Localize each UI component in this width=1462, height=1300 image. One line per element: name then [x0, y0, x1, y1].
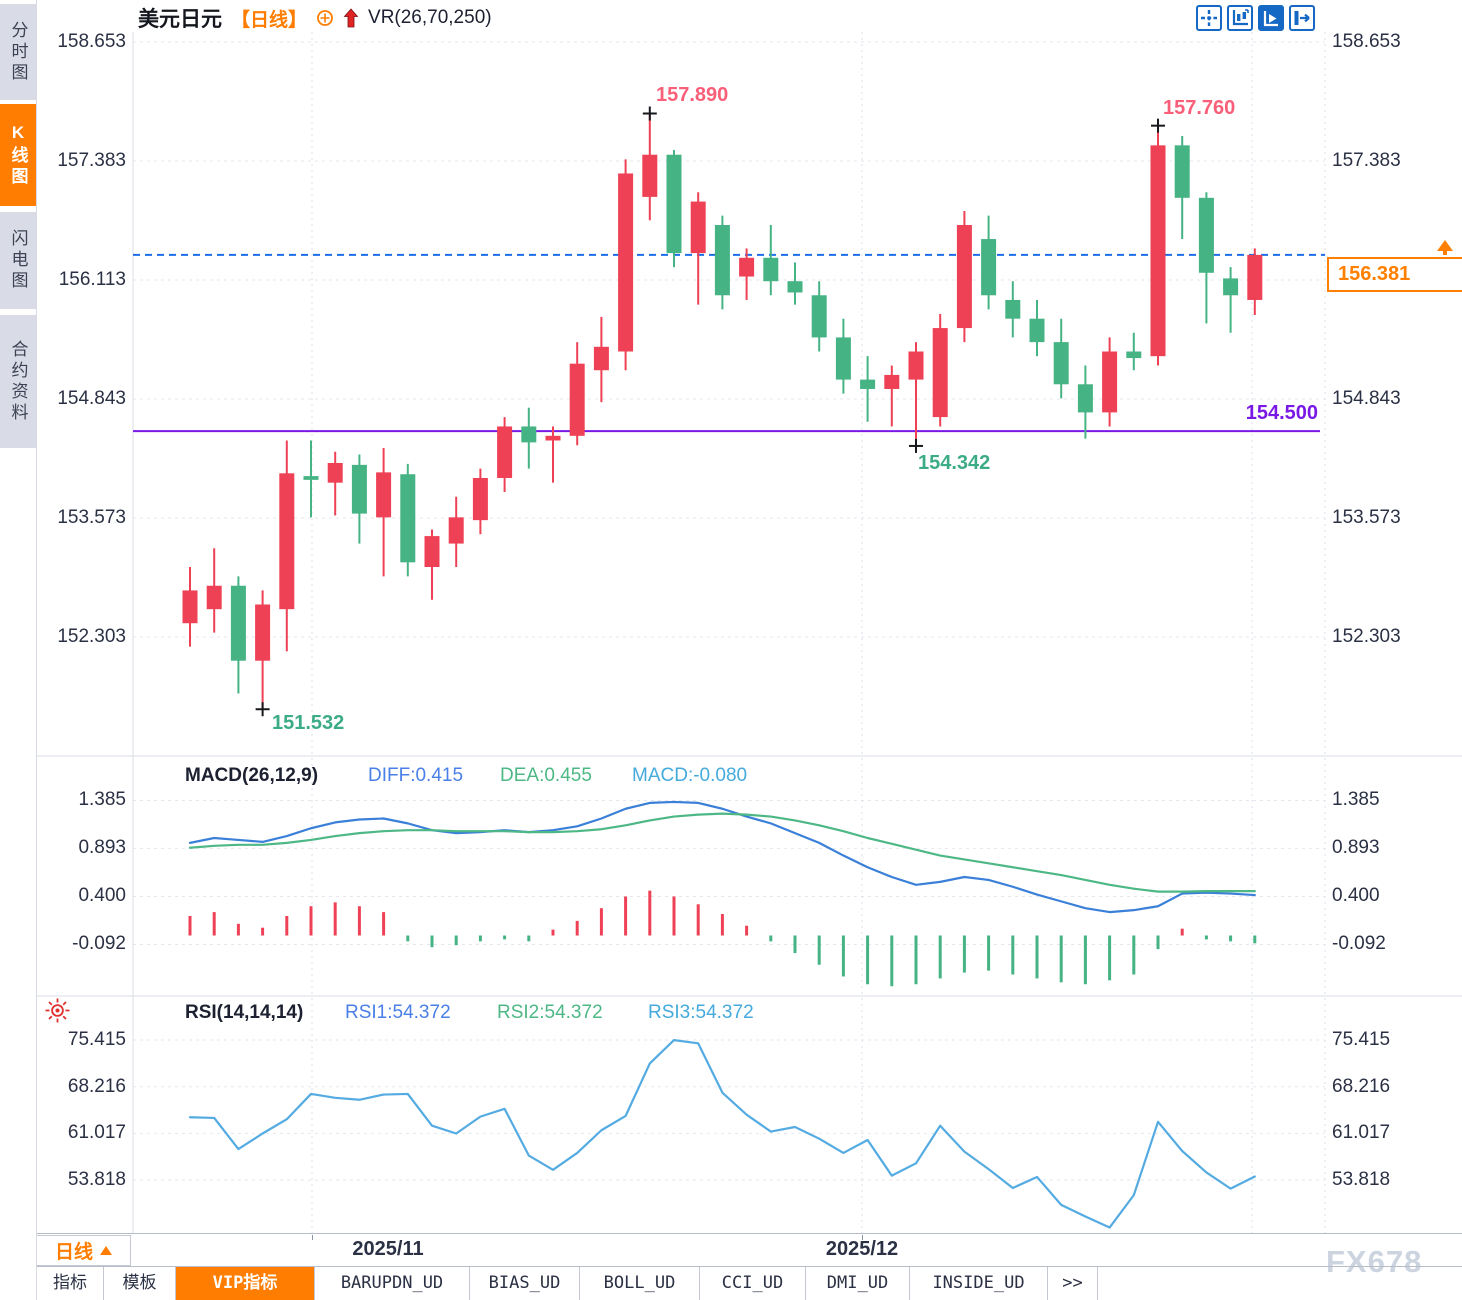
tab-more[interactable]: >>	[1048, 1267, 1098, 1300]
rsi-tick-right: 68.216	[1332, 1076, 1391, 1097]
price-tick-left: 152.303	[57, 626, 126, 647]
symbol-title: 美元日元	[138, 8, 222, 31]
caret-up-icon	[100, 1246, 112, 1255]
sidebar-item-lightning[interactable]: 闪电图	[0, 212, 36, 309]
rsi-tick-right: 75.415	[1332, 1029, 1391, 1050]
price-tick-left: 156.113	[58, 269, 126, 290]
high-price-label: 157.890	[656, 84, 729, 106]
watermark: FX678	[1326, 1244, 1423, 1279]
rsi-tick-left: 53.818	[67, 1169, 126, 1190]
rsi1-value: RSI1:54.372	[345, 1002, 451, 1023]
price-tick-left: 157.383	[57, 150, 126, 171]
price-tick-right: 153.573	[1332, 507, 1401, 528]
support-line-label: 154.500	[1245, 402, 1318, 424]
price-tick-left: 158.653	[57, 31, 126, 52]
price-tick-left: 153.573	[57, 507, 126, 528]
current-price-badge: 156.381	[1327, 257, 1462, 292]
tab-barupdn-ud[interactable]: BARUPDN_UD	[315, 1267, 470, 1300]
price-tick-right: 152.303	[1332, 626, 1401, 647]
rsi-tick-left: 68.216	[67, 1076, 126, 1097]
chart-header: 美元日元 【日线】 VR(26,70,250)	[138, 4, 492, 32]
sidebar-item-kline[interactable]: K线图	[0, 104, 36, 206]
jump-to-latest-icon[interactable]	[1289, 5, 1315, 31]
tab-cci-ud[interactable]: CCI_UD	[700, 1267, 806, 1300]
auto-scale-play-icon[interactable]	[1258, 5, 1284, 31]
macd-tick-left: 1.385	[78, 789, 126, 810]
low-price-label: 151.532	[272, 712, 345, 734]
macd-tick-right: 0.893	[1332, 837, 1380, 858]
left-sidebar: 分时图 K线图 闪电图 合约资料	[0, 0, 37, 1300]
tab-vip-indicators[interactable]: VIP指标	[176, 1267, 315, 1300]
macd-diff-value: DIFF:0.415	[368, 765, 464, 786]
indicator-tab-bar: 指标 模板 VIP指标 BARUPDN_UD BIAS_UD BOLL_UD C…	[36, 1266, 1462, 1300]
tab-bias-ud[interactable]: BIAS_UD	[470, 1267, 580, 1300]
price-pin-icon	[1437, 240, 1453, 255]
indicator-settings-sun-icon[interactable]	[44, 997, 71, 1029]
period-selector-label: 日线	[54, 1242, 93, 1263]
sidebar-item-timeshare[interactable]: 分时图	[0, 4, 36, 100]
price-tick-right: 154.843	[1332, 388, 1401, 409]
tab-boll-ud[interactable]: BOLL_UD	[580, 1267, 700, 1300]
period-tag: 【日线】	[231, 9, 308, 31]
macd-tick-right: 1.385	[1332, 789, 1380, 810]
date-label: 2025/12	[825, 1238, 899, 1260]
tab-templates[interactable]: 模板	[104, 1267, 176, 1300]
macd-dea-value: DEA:0.455	[500, 765, 592, 786]
macd-tick-left: -0.092	[72, 933, 126, 954]
price-tick-right: 157.383	[1332, 150, 1401, 171]
price-tick-right: 158.653	[1332, 31, 1401, 52]
high-price-label: 157.760	[1163, 97, 1236, 119]
rsi3-value: RSI3:54.372	[648, 1002, 754, 1023]
tab-indicators[interactable]: 指标	[36, 1267, 104, 1300]
date-label: 2025/11	[352, 1238, 424, 1260]
up-arrow-icon	[343, 7, 359, 29]
chart-toolbar	[1196, 5, 1315, 31]
rsi-tick-left: 75.415	[67, 1029, 126, 1050]
macd-tick-left: 0.400	[78, 885, 126, 906]
macd-tick-right: 0.400	[1332, 885, 1380, 906]
low-price-label: 154.342	[918, 452, 991, 474]
pan-crosshair-icon[interactable]	[1196, 5, 1222, 31]
period-selector[interactable]: 日线	[36, 1235, 131, 1266]
tab-inside-ud[interactable]: INSIDE_UD	[910, 1267, 1048, 1300]
rsi-title: RSI(14,14,14)	[185, 1002, 304, 1023]
tab-dmi-ud[interactable]: DMI_UD	[806, 1267, 910, 1300]
price-tick-left: 154.843	[57, 388, 126, 409]
vr-indicator-label: VR(26,70,250)	[368, 7, 492, 28]
rsi-tick-right: 61.017	[1332, 1122, 1391, 1143]
rsi2-value: RSI2:54.372	[497, 1002, 603, 1023]
macd-tick-right: -0.092	[1332, 933, 1386, 954]
macd-hist-value: MACD:-0.080	[632, 765, 748, 786]
rsi-tick-left: 61.017	[67, 1122, 126, 1143]
macd-tick-left: 0.893	[78, 837, 126, 858]
date-tick	[862, 1235, 863, 1240]
target-circle-icon[interactable]	[316, 9, 334, 27]
rsi-tick-right: 53.818	[1332, 1169, 1391, 1190]
date-tick	[312, 1235, 313, 1240]
axis-scale-icon[interactable]	[1227, 5, 1253, 31]
macd-title: MACD(26,12,9)	[185, 765, 319, 786]
sidebar-item-contract-info[interactable]: 合约资料	[0, 315, 36, 448]
